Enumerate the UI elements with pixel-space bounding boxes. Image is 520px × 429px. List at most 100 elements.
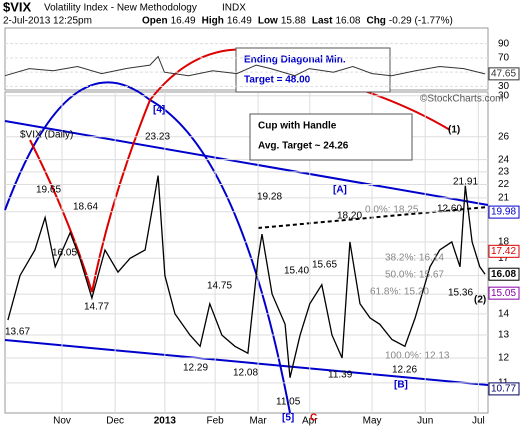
callout-box	[235, 47, 391, 93]
annotation: 23.23	[145, 132, 170, 143]
annotation: 18.64	[73, 202, 98, 213]
annotation: 15.36	[448, 288, 473, 299]
upper-trendline	[4, 120, 489, 206]
lower-trendline	[4, 339, 489, 386]
annotation: [4]	[153, 105, 165, 116]
price-tag-label: 16.08	[491, 269, 516, 280]
exchange: INDX	[222, 3, 246, 14]
price-tag-label: 47.65	[491, 68, 516, 79]
annotation: 12.29	[183, 363, 208, 374]
annotation: 50.0%: 15.67	[385, 270, 444, 281]
annotation: [A]	[333, 185, 347, 196]
price-tag-box	[488, 382, 520, 396]
price-tag: 15.05	[488, 286, 520, 300]
x-tick-label: Nov	[53, 416, 71, 427]
annotation: 15.40	[284, 266, 309, 277]
annotation: 15.65	[312, 260, 337, 271]
quote-value: 16.49	[171, 16, 196, 27]
annotation: 38.2%: 16.14	[385, 253, 444, 264]
price-tag-box	[488, 267, 520, 281]
price-tag: 10.77	[488, 382, 520, 396]
callout-text: Cup with Handle	[258, 121, 337, 132]
x-tick-label: Jun	[417, 416, 433, 427]
x-tick-label: Dec	[106, 416, 124, 427]
y-tick-label: 26	[498, 131, 510, 142]
callout-text: Ending Diagonal Min.	[244, 55, 346, 66]
annotation: 12.08	[233, 368, 258, 379]
y-tick-label: 21	[498, 192, 510, 203]
price-tag: 16.08	[488, 267, 520, 281]
quote-label: Last	[312, 16, 333, 27]
annotation: 14.75	[207, 281, 232, 292]
y-tick-label: 70	[498, 53, 510, 64]
price-tag-label: 17.42	[491, 246, 516, 257]
index-name: Volatility Index - New Methodology	[44, 3, 197, 14]
annotation: 19.28	[257, 192, 282, 203]
price-tag-label: 15.05	[491, 288, 516, 299]
annotation: 11.39	[328, 370, 353, 381]
x-tick-label: 2013	[154, 416, 177, 427]
annotation: ©StockCharts.com	[420, 94, 504, 105]
price-tag-box	[488, 244, 520, 258]
price-tag-box	[488, 67, 520, 81]
price-tag: 47.65	[488, 67, 520, 81]
annotation: [B]	[394, 380, 408, 391]
annotation: 13.67	[5, 327, 30, 338]
y-tick-label: 90	[498, 38, 510, 49]
quote-label: Low	[258, 16, 278, 27]
annotation: 19.65	[36, 185, 61, 196]
price-tag-box	[488, 286, 520, 300]
annotation: 16.05	[52, 248, 77, 259]
quote-value: 16.49	[227, 16, 252, 27]
x-tick-label: May	[363, 416, 382, 427]
symbol: $VIX	[3, 0, 32, 14]
quote-value: -0.29 (-1.77%)	[389, 16, 453, 27]
x-tick-label: Jul	[472, 416, 485, 427]
y-tick-label: 13	[498, 330, 510, 341]
x-tick-label: Feb	[206, 416, 224, 427]
price-tag-box	[488, 205, 520, 219]
annotation: 11.05	[276, 397, 301, 408]
price-tag: 19.98	[488, 205, 520, 219]
callout-box	[249, 113, 413, 161]
y-tick-label: 23	[498, 166, 510, 177]
callout-text: Avg. Target ~ 24.26	[258, 141, 349, 152]
price-tag-label: 19.98	[491, 207, 516, 218]
quote-value: 15.88	[281, 16, 306, 27]
quote-label: Open	[142, 16, 168, 27]
quote-value: 16.08	[335, 16, 360, 27]
y-tick-label: 17	[498, 253, 510, 264]
y-tick-label: 12	[498, 353, 510, 364]
annotation: C	[310, 413, 317, 424]
annotation: 14.77	[84, 302, 109, 313]
annotation: 12.60	[437, 204, 462, 215]
x-tick-label: Mar	[249, 416, 267, 427]
annotation: 0.0%: 18.25	[365, 205, 419, 216]
series-label: $VIX (Daily)	[20, 130, 73, 141]
annotation: 61.8%: 15.20	[370, 287, 429, 298]
quote-label: High	[202, 16, 224, 27]
rim-line	[257, 206, 489, 229]
y-tick-label: 22	[498, 179, 510, 190]
y-tick-label: 30	[498, 81, 510, 92]
annotation: 18.20	[337, 211, 362, 222]
y-tick-label: 14	[498, 308, 510, 319]
y-tick-label: 30	[498, 90, 510, 101]
annotation: 12.26	[392, 365, 417, 376]
date: 2-Jul-2013 12:25pm	[3, 16, 92, 27]
annotation: (2)	[474, 295, 486, 306]
annotation: (1)	[448, 125, 460, 136]
price-tag-label: 10.77	[491, 384, 516, 395]
callout-text: Target = 48.00	[244, 75, 311, 86]
annotation: [5]	[282, 413, 294, 424]
price-line	[7, 175, 486, 378]
x-tick-label: Apr	[302, 416, 318, 427]
annotation: 21.91	[453, 177, 478, 188]
annotation: 100.0%: 12.13	[385, 351, 450, 362]
price-line	[4, 55, 486, 77]
y-tick-label: 18	[498, 237, 510, 248]
y-tick-label: 24	[498, 154, 510, 165]
quote-label: Chg	[366, 16, 385, 27]
